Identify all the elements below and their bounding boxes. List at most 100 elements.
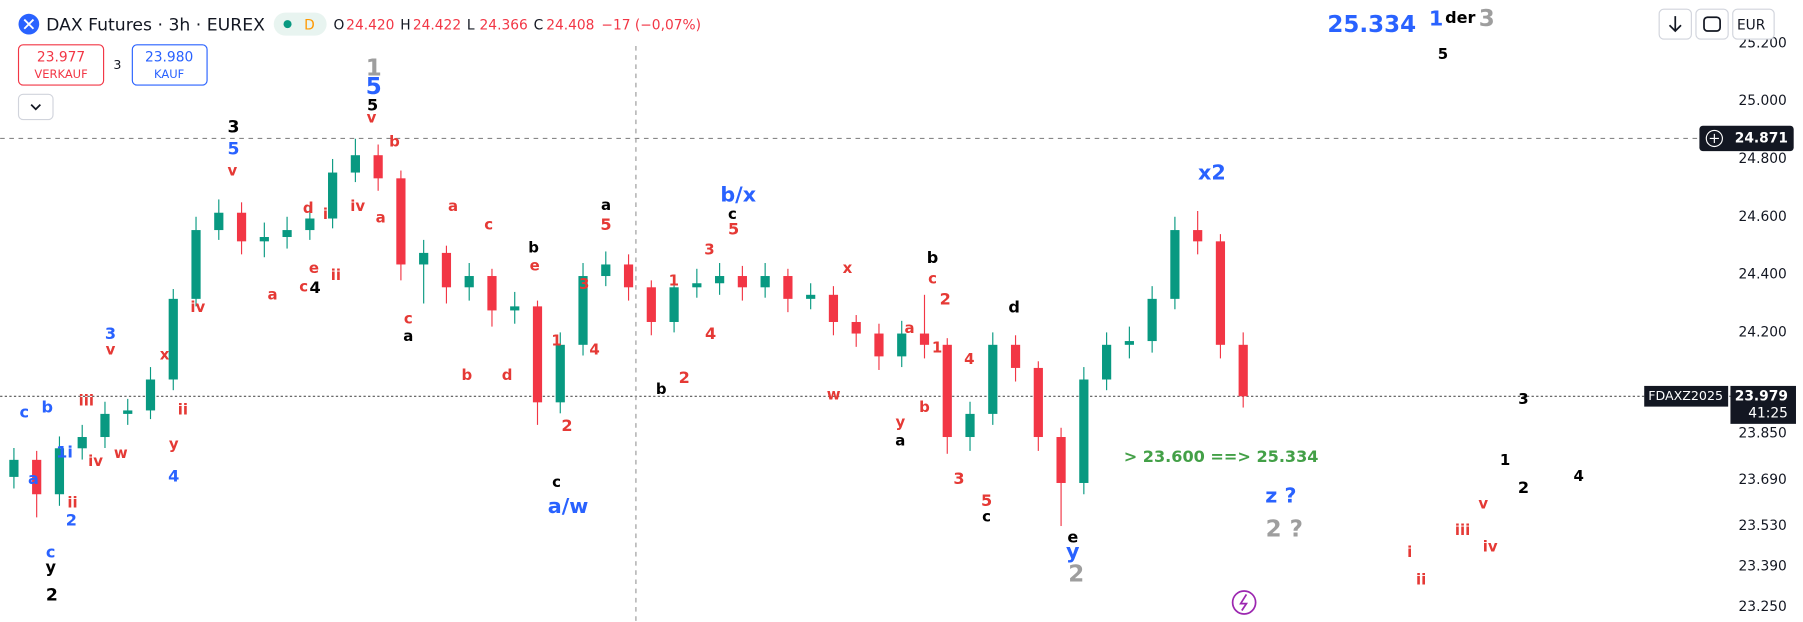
wave-label: 3: [1479, 6, 1495, 32]
wave-label: ii: [1416, 571, 1426, 589]
candle-body: [487, 276, 497, 311]
candle-body: [9, 459, 19, 477]
candle-body: [77, 437, 87, 449]
wave-label: d: [303, 199, 314, 217]
header: DAX Futures · 3h · EUREX D O 24.420 H 24.42…: [17, 8, 1775, 615]
wave-label: 1: [551, 331, 561, 349]
wave-label: 1: [1500, 451, 1510, 469]
wave-label: 2: [46, 586, 58, 606]
candle-body: [919, 333, 930, 345]
wave-label: ii: [331, 266, 341, 284]
wave-label: b: [528, 238, 539, 256]
candle-body: [828, 294, 839, 322]
candle-body: [555, 344, 565, 403]
countdown: 41:25: [1748, 406, 1788, 422]
candle-body: [123, 410, 133, 414]
wave-label: c: [928, 269, 937, 287]
wave-label: 2: [940, 290, 951, 309]
wave-label: 4: [1573, 467, 1583, 485]
candle-body: [760, 276, 770, 288]
candle-body: [692, 283, 702, 288]
candle-body: [145, 379, 156, 411]
candle-body: [191, 230, 201, 299]
wave-label: 5: [981, 491, 992, 510]
alert-icon-mark: [1239, 593, 1249, 611]
wave-label: d: [1008, 298, 1020, 317]
candle-body: [669, 287, 679, 322]
ohlc-key: H: [400, 17, 410, 33]
wave-label: i: [1407, 543, 1412, 561]
collapse-button[interactable]: [17, 93, 54, 121]
crosshair-price: 24.871: [1735, 130, 1788, 146]
wave-label: 2 ?: [1266, 517, 1303, 543]
symbol-tag: FDAXZ2025: [1648, 388, 1723, 403]
candle-body: [851, 321, 861, 334]
candle-body: [715, 276, 725, 284]
wave-label: 4: [310, 278, 321, 297]
candle-body: [1238, 344, 1248, 397]
candle-body: [783, 276, 793, 299]
candle-body: [806, 294, 816, 299]
wave-label: 5: [366, 74, 382, 100]
candle-body: [1215, 241, 1226, 345]
wave-label: y: [45, 557, 56, 576]
wave-label: 3: [953, 469, 964, 488]
candle-body: [965, 413, 975, 438]
alert-icon[interactable]: [1231, 590, 1257, 615]
candle-body: [419, 252, 429, 265]
wave-label: d: [502, 366, 513, 384]
wave-label: a: [376, 208, 386, 226]
wave-label: 3: [1518, 390, 1528, 408]
candle-body: [282, 230, 292, 238]
wave-label: c: [404, 310, 413, 328]
wave-label: c: [299, 277, 308, 295]
last-price-tag: [1730, 385, 1796, 424]
wave-label: iv: [350, 197, 365, 215]
candle-body: [373, 155, 383, 179]
wave-label: 4: [168, 467, 179, 486]
wave-label: iv: [1483, 537, 1498, 555]
wave-label: 4: [964, 350, 974, 368]
candle-body: [1124, 341, 1134, 345]
wave-label: 1: [366, 55, 382, 81]
wave-label: a: [403, 327, 413, 345]
symbol-title: DAX Futures · 3h · EUREX: [46, 15, 265, 35]
sell-label: VERKAUF: [34, 67, 87, 81]
wave-label: 5: [600, 215, 611, 234]
buy-button[interactable]: [131, 44, 208, 86]
wave-label: c: [19, 402, 29, 421]
crosshair-tag: [1699, 125, 1794, 152]
ohlc-value: 24.366: [480, 17, 528, 33]
wave-label: b: [389, 133, 400, 151]
change: −17 (−0,07%): [601, 17, 701, 33]
wave-label: 5: [1438, 45, 1448, 63]
y-tick-label: 24.800: [1739, 151, 1787, 167]
wave-label: 5: [367, 95, 378, 114]
ohlc-row: O 24.420 H 24.422 L 24.366 C 24.408: [334, 17, 595, 33]
wave-label: ii: [67, 494, 77, 512]
candle-body: [1170, 230, 1180, 299]
candle-body: [737, 276, 747, 288]
y-tick-label: 24.200: [1739, 324, 1787, 340]
wave-label: iii: [79, 391, 94, 409]
last-price: 23.979: [1735, 388, 1788, 404]
sell-button[interactable]: [17, 44, 105, 86]
candle-body: [214, 212, 224, 231]
wave-label: b: [462, 366, 473, 384]
candle-body: [236, 212, 247, 242]
wave-label: v: [106, 341, 116, 359]
wave-label: 25.334: [1327, 12, 1416, 38]
candle-body: [32, 459, 42, 495]
ohlc-key: L: [467, 17, 475, 33]
fullscreen-button[interactable]: [1695, 8, 1729, 40]
y-tick-label: 23.530: [1739, 518, 1787, 534]
candle-body: [532, 306, 543, 403]
wave-label: b: [656, 380, 667, 398]
wave-label: 2: [66, 510, 77, 529]
wave-label: x: [160, 345, 170, 363]
currency-button[interactable]: [1732, 8, 1775, 40]
wave-label: 4: [589, 341, 599, 359]
